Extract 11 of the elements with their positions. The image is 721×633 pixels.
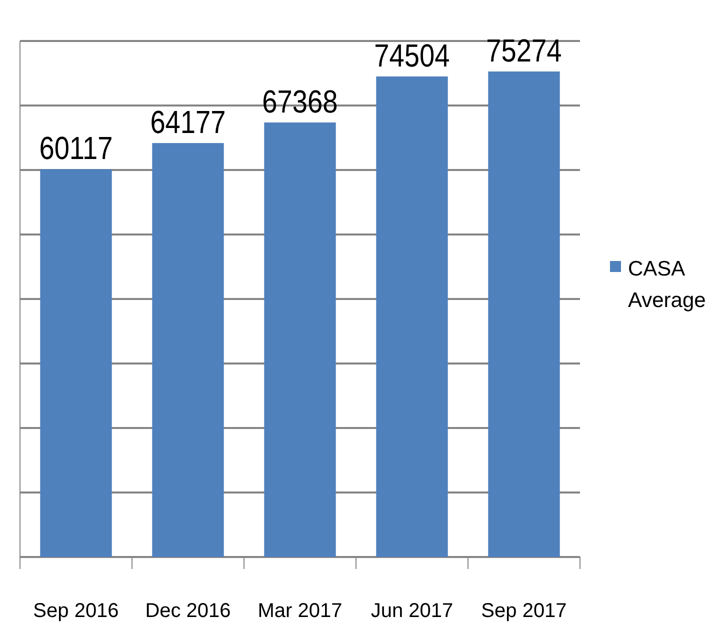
legend-label: CASA Average	[628, 257, 706, 312]
data-label: 74504	[374, 38, 450, 74]
x-tick-label: Dec 2016	[145, 600, 231, 622]
x-tick-label: Sep 2017	[481, 600, 567, 622]
x-tick-label: Jun 2017	[370, 600, 454, 622]
data-label: 75274	[486, 33, 562, 70]
x-tick-label: Sep 2016	[33, 600, 119, 622]
data-label: 64177	[150, 105, 226, 141]
x-tick-label: Mar 2017	[258, 600, 342, 622]
data-label: 60117	[39, 131, 113, 167]
data-label: 67368	[262, 84, 338, 120]
